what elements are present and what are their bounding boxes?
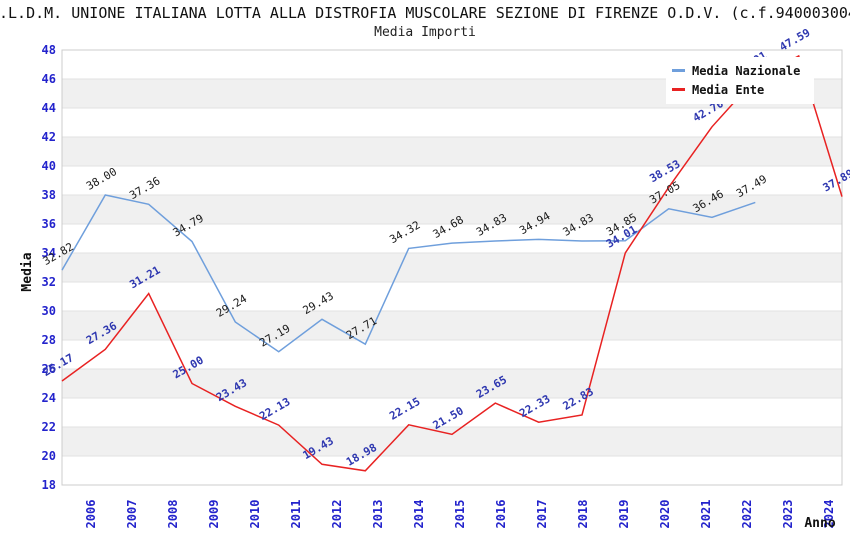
point-label: 37.89 <box>821 167 850 195</box>
legend-item-media-nazionale: Media Nazionale <box>672 61 814 80</box>
x-tick-label: 2011 <box>289 500 303 529</box>
y-axis-title: Media <box>20 252 35 291</box>
x-tick-label: 2013 <box>371 500 385 529</box>
chart-subtitle: Media Importi <box>374 25 476 40</box>
y-tick-label: 42 <box>42 130 56 144</box>
plot-border <box>61 49 843 486</box>
x-tick-label: 2006 <box>84 500 98 529</box>
y-tick-label: 30 <box>42 304 56 318</box>
y-tick-label: 26 <box>42 362 56 376</box>
x-tick-label: 2015 <box>453 500 467 529</box>
legend-swatch-media-nazionale <box>672 69 685 72</box>
y-tick-label: 18 <box>42 478 56 492</box>
x-tick-label: 2019 <box>617 500 631 529</box>
y-tick-label: 48 <box>42 43 56 57</box>
x-tick-label: 2007 <box>125 500 139 529</box>
y-tick-label: 34 <box>42 246 56 260</box>
x-tick-label: 2022 <box>740 500 754 529</box>
grid-band <box>62 195 842 224</box>
y-tick-label: 40 <box>42 159 56 173</box>
x-tick-label: 2010 <box>248 500 262 529</box>
grid-band <box>62 137 842 166</box>
y-tick-label: 38 <box>42 188 56 202</box>
chart-title: .L.D.M. UNIONE ITALIANA LOTTA ALLA DISTR… <box>0 4 850 22</box>
legend-label: Media Nazionale <box>692 63 801 78</box>
legend: Media Nazionale Media Ente <box>666 57 814 104</box>
point-label: 38.00 <box>84 165 119 193</box>
x-tick-label: 2017 <box>535 500 549 529</box>
x-tick-label: 2012 <box>330 500 344 529</box>
point-label: 22.13 <box>257 395 292 423</box>
grid-band <box>62 253 842 282</box>
x-tick-label: 2021 <box>699 500 713 529</box>
legend-swatch-media-ente <box>672 88 685 91</box>
grid-band <box>62 427 842 456</box>
legend-label: Media Ente <box>692 82 765 97</box>
y-tick-label: 32 <box>42 275 56 289</box>
x-axis-title: Anno <box>804 516 835 531</box>
y-tick-label: 28 <box>42 333 56 347</box>
x-tick-label: 2024 <box>822 500 836 529</box>
x-tick-label: 2009 <box>207 500 221 529</box>
y-tick-label: 44 <box>42 101 56 115</box>
x-tick-label: 2016 <box>494 500 508 529</box>
y-tick-label: 46 <box>42 72 56 86</box>
x-tick-label: 2008 <box>166 500 180 529</box>
x-tick-label: 2020 <box>658 500 672 529</box>
y-tick-label: 36 <box>42 217 56 231</box>
x-tick-label: 2018 <box>576 500 590 529</box>
y-tick-label: 20 <box>42 449 56 463</box>
y-tick-label: 22 <box>42 420 56 434</box>
grid-band <box>62 311 842 340</box>
legend-item-media-ente: Media Ente <box>672 80 814 99</box>
point-label: 22.15 <box>387 395 422 423</box>
series-line-media-ente <box>61 54 843 472</box>
y-tick-label: 24 <box>42 391 56 405</box>
x-tick-label: 2014 <box>412 500 426 529</box>
x-tick-label: 2023 <box>781 500 795 529</box>
